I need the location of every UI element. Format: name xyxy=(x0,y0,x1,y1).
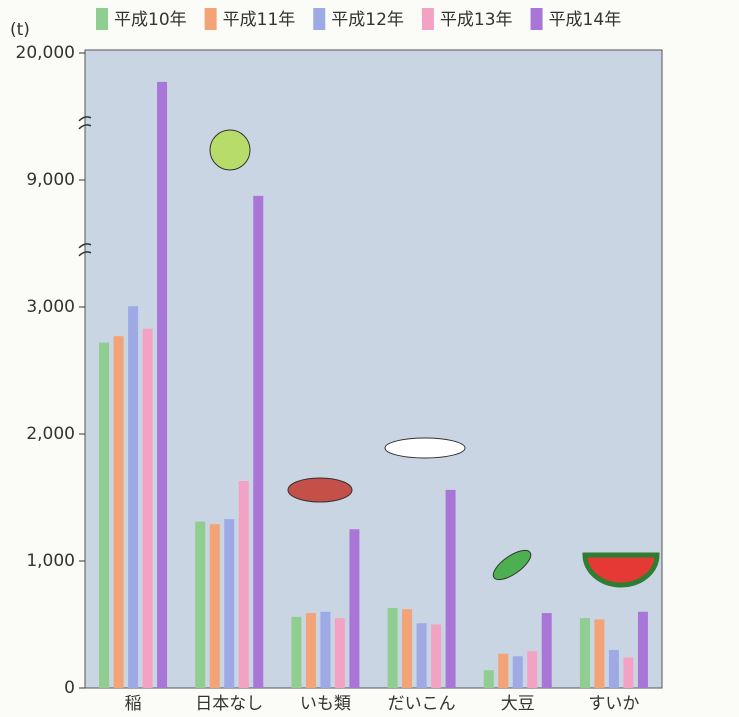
bar xyxy=(498,653,509,688)
x-tick-label: いも類 xyxy=(300,694,351,714)
legend-swatch xyxy=(313,8,326,30)
bar xyxy=(512,656,523,688)
x-tick-label: 稲 xyxy=(125,694,142,714)
axis-break xyxy=(78,116,92,130)
bar xyxy=(527,651,538,688)
bar xyxy=(623,657,634,688)
soybean-illustration xyxy=(492,549,532,581)
y-tick-label: 9,000 xyxy=(26,170,75,190)
x-tick-label: 大豆 xyxy=(501,694,535,714)
legend-swatch xyxy=(421,8,434,30)
bar xyxy=(253,195,264,688)
x-tick-label: 日本なし xyxy=(195,694,263,714)
bar xyxy=(113,336,124,688)
bar xyxy=(305,613,316,688)
bar xyxy=(416,623,427,688)
y-tick-label: 2,000 xyxy=(26,424,75,444)
bar xyxy=(142,328,153,688)
legend-swatch xyxy=(530,8,543,30)
bar xyxy=(320,611,331,688)
bar xyxy=(99,342,110,688)
y-tick-label: 3,000 xyxy=(26,297,75,317)
x-tick-label: だいこん xyxy=(388,694,456,714)
y-tick-label: 0 xyxy=(64,678,75,698)
bar xyxy=(349,529,360,688)
y-unit: (t) xyxy=(10,20,30,40)
bar xyxy=(238,480,249,688)
bar xyxy=(157,81,168,688)
legend-label: 平成14年 xyxy=(549,10,622,30)
legend-label: 平成10年 xyxy=(114,10,187,30)
legend-label: 平成12年 xyxy=(331,10,404,30)
bar xyxy=(387,607,398,688)
legend-label: 平成13年 xyxy=(440,10,513,30)
x-tick-label: すいか xyxy=(588,694,639,714)
legend-label: 平成11年 xyxy=(223,10,296,30)
radish-illustration xyxy=(384,437,466,459)
watermelon-illustration xyxy=(582,552,660,588)
bar xyxy=(195,521,206,688)
bar xyxy=(579,618,590,688)
bar xyxy=(483,670,494,688)
bar xyxy=(402,609,413,688)
legend-swatch xyxy=(96,8,108,30)
bar xyxy=(541,613,552,688)
bar xyxy=(445,489,456,688)
pear-illustration xyxy=(209,129,251,171)
bar xyxy=(637,611,648,688)
bar xyxy=(431,624,442,688)
bar xyxy=(594,619,605,688)
plot-area xyxy=(84,49,663,689)
bar xyxy=(608,649,619,688)
bar xyxy=(291,616,302,688)
bar xyxy=(224,519,235,688)
axis-break xyxy=(78,243,92,257)
bar xyxy=(209,524,220,688)
y-tick-label: 20,000 xyxy=(16,43,75,63)
potato-illustration xyxy=(287,477,353,503)
bar xyxy=(128,306,139,688)
legend-swatch xyxy=(204,8,217,30)
bar xyxy=(334,618,345,688)
y-tick-label: 1,000 xyxy=(26,551,75,571)
